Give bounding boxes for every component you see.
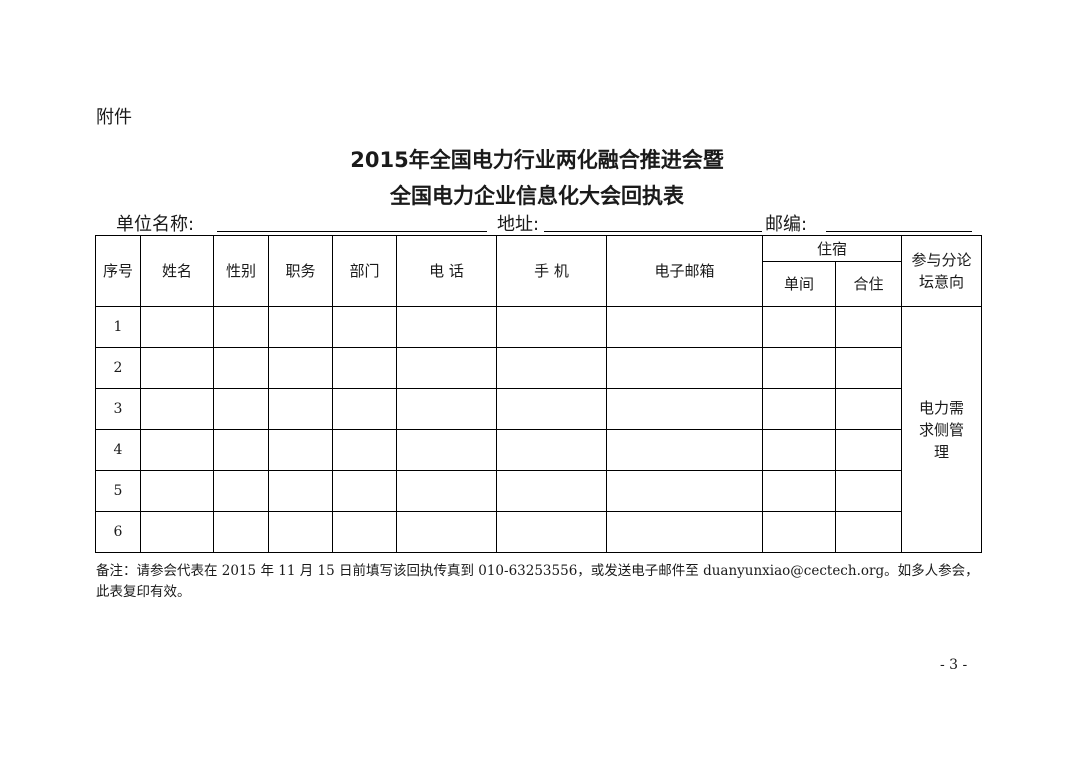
input-cell[interactable] [762, 388, 836, 430]
input-cell[interactable] [213, 347, 269, 389]
input-cell[interactable] [213, 511, 269, 553]
row-index: 4 [95, 429, 141, 471]
input-cell[interactable] [396, 429, 497, 471]
input-cell[interactable] [332, 429, 397, 471]
input-cell[interactable] [396, 511, 497, 553]
table-row: 5 [95, 470, 982, 512]
postcode-field[interactable] [826, 231, 972, 232]
title-line-2: 全国电力企业信息化大会回执表 [390, 184, 684, 208]
input-cell[interactable] [835, 347, 902, 389]
row-index: 6 [95, 511, 141, 553]
input-cell[interactable] [762, 347, 836, 389]
address-label: 地址: [497, 214, 540, 235]
input-cell[interactable] [140, 347, 214, 389]
header-forum: 参与分论坛意向 [901, 235, 982, 307]
note: 备注：请参会代表在 2015 年 11 月 15 日前填写该回执传真到 010-… [96, 563, 979, 600]
input-cell[interactable] [332, 388, 397, 430]
header-single: 单间 [762, 261, 836, 307]
input-cell[interactable] [496, 429, 607, 471]
input-cell[interactable] [332, 347, 397, 389]
input-cell[interactable] [762, 306, 836, 348]
input-cell[interactable] [496, 306, 607, 348]
input-cell[interactable] [268, 388, 333, 430]
input-cell[interactable] [396, 347, 497, 389]
input-cell[interactable] [606, 306, 763, 348]
attachment-label: 附件 [96, 107, 132, 128]
input-cell[interactable] [606, 511, 763, 553]
header-phone: 电 话 [396, 235, 497, 307]
input-cell[interactable] [835, 511, 902, 553]
input-cell[interactable] [140, 470, 214, 512]
table-row: 1 电力需求侧管理 [95, 306, 982, 553]
input-cell[interactable] [606, 388, 763, 430]
input-cell[interactable] [268, 429, 333, 471]
input-cell[interactable] [762, 470, 836, 512]
input-cell[interactable] [213, 470, 269, 512]
input-cell[interactable] [835, 388, 902, 430]
input-cell[interactable] [213, 306, 269, 348]
input-cell[interactable] [396, 306, 497, 348]
forum-value: 电力需求侧管理 [901, 306, 982, 553]
input-cell[interactable] [268, 306, 333, 348]
input-cell[interactable] [396, 470, 497, 512]
unit-name-field[interactable] [217, 231, 487, 232]
input-cell[interactable] [332, 511, 397, 553]
table-row: 3 [95, 388, 982, 430]
input-cell[interactable] [835, 429, 902, 471]
table-row: 4 [95, 429, 982, 471]
input-cell[interactable] [332, 470, 397, 512]
input-cell[interactable] [140, 388, 214, 430]
input-cell[interactable] [140, 306, 214, 348]
table-row: 6 [95, 511, 982, 553]
input-cell[interactable] [835, 306, 902, 348]
input-cell[interactable] [496, 347, 607, 389]
input-cell[interactable] [606, 429, 763, 471]
input-cell[interactable] [213, 388, 269, 430]
header-position: 职务 [268, 235, 333, 307]
header-name: 姓名 [140, 235, 214, 307]
table-row: 2 [95, 347, 982, 389]
input-cell[interactable] [496, 511, 607, 553]
header-index: 序号 [95, 235, 141, 307]
postcode-label: 邮编: [765, 214, 808, 235]
input-cell[interactable] [396, 388, 497, 430]
header-lodging: 住宿 [762, 235, 902, 262]
input-cell[interactable] [140, 429, 214, 471]
row-index: 2 [95, 347, 141, 389]
input-cell[interactable] [606, 347, 763, 389]
input-cell[interactable] [268, 470, 333, 512]
header-mobile: 手 机 [496, 235, 607, 307]
input-cell[interactable] [762, 429, 836, 471]
input-cell[interactable] [835, 470, 902, 512]
row-index: 1 [95, 306, 141, 348]
input-cell[interactable] [606, 470, 763, 512]
input-cell[interactable] [496, 470, 607, 512]
header-email: 电子邮箱 [606, 235, 763, 307]
input-cell[interactable] [268, 347, 333, 389]
header-shared: 合住 [835, 261, 902, 307]
input-cell[interactable] [213, 429, 269, 471]
unit-name-label: 单位名称: [116, 214, 195, 235]
row-index: 5 [95, 470, 141, 512]
header-gender: 性别 [213, 235, 269, 307]
header-department: 部门 [332, 235, 397, 307]
row-index: 3 [95, 388, 141, 430]
registration-table: 序号 姓名 性别 职务 部门 电 话 手 机 电子邮箱 住宿 参与分论坛意向 单… [95, 235, 982, 553]
input-cell[interactable] [332, 306, 397, 348]
page-number: - 3 - [940, 657, 968, 673]
address-field[interactable] [544, 231, 762, 232]
input-cell[interactable] [762, 511, 836, 553]
input-cell[interactable] [140, 511, 214, 553]
input-cell[interactable] [268, 511, 333, 553]
title-line-1: 2015年全国电力行业两化融合推进会暨 [350, 148, 724, 172]
input-cell[interactable] [496, 388, 607, 430]
